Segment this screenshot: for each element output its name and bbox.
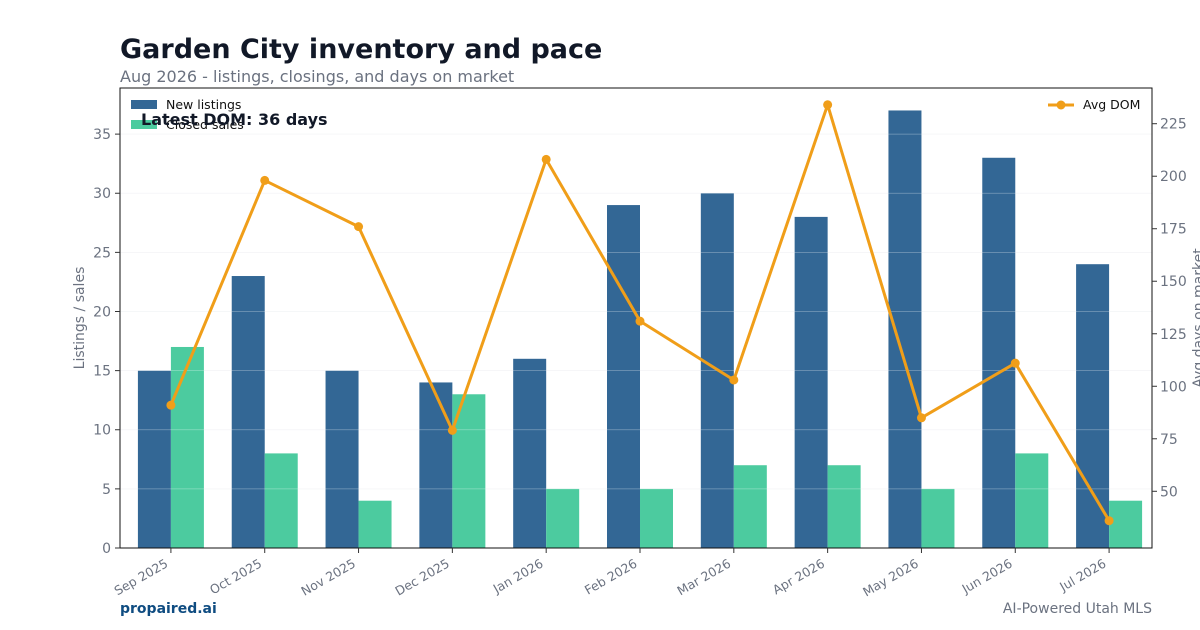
closed-sales-bar-nov-2025	[358, 500, 392, 548]
legend-label-new-listings: New listings	[166, 97, 241, 112]
legend-label-closed-sales: Closed sales	[166, 117, 244, 132]
closed-sales-bar-feb-2026	[640, 488, 673, 548]
y-axis-label: Listings / sales	[72, 267, 88, 370]
closed-sales-bar-jul-2026	[1109, 500, 1143, 548]
y-tick-label: 0	[102, 541, 111, 557]
chart-subtitle: Aug 2026 - listings, closings, and days …	[120, 67, 515, 86]
closed-sales-bar-sep-2025	[170, 346, 204, 548]
x-tick-label: Jan 2026	[490, 556, 546, 597]
new-listings-bar-jul-2026	[1076, 264, 1110, 548]
footer-tagline: AI-Powered Utah MLS	[1002, 601, 1152, 617]
y2-tick-label: 200	[1160, 169, 1187, 185]
legend-swatch-closed-sales	[131, 120, 157, 129]
avg-dom-point-jul-2026	[1104, 516, 1114, 526]
closed-sales-bar-apr-2026	[827, 465, 861, 548]
y2-axis-label: Avg days on market	[1191, 248, 1200, 388]
plot-frame	[119, 87, 1153, 549]
x-tick-label: Dec 2025	[392, 556, 451, 599]
latest-dom-annotation: Latest DOM: 36 days	[141, 110, 328, 129]
legend-swatch-new-listings	[131, 100, 157, 109]
avg-dom-point-nov-2025	[354, 222, 364, 232]
new-listings-bar-oct-2025	[231, 276, 265, 548]
new-listings-bar-nov-2025	[325, 370, 359, 548]
avg-dom-point-jun-2026	[1010, 358, 1020, 368]
legend-label-avg-dom: Avg DOM	[1083, 97, 1140, 112]
closed-sales-bar-oct-2025	[264, 453, 298, 548]
y2-tick-label: 100	[1160, 379, 1187, 395]
y-tick-label: 35	[93, 127, 111, 143]
avg-dom-point-may-2026	[916, 413, 926, 423]
x-tick-label: Oct 2025	[207, 556, 264, 598]
avg-dom-point-apr-2026	[823, 100, 833, 110]
legend-marker-avg-dom	[1056, 100, 1066, 110]
new-listings-bar-jun-2026	[982, 157, 1016, 549]
y-tick-label: 25	[93, 245, 111, 261]
y2-tick-label: 125	[1160, 327, 1187, 343]
y2-tick-label: 225	[1160, 117, 1187, 133]
new-listings-bar-dec-2025	[419, 382, 453, 548]
closed-sales-bar-dec-2025	[452, 394, 486, 548]
avg-dom-point-oct-2025	[260, 175, 270, 185]
x-tick-label: Jun 2026	[958, 556, 1014, 597]
x-tick-label: Feb 2026	[582, 556, 640, 598]
closed-sales-bar-may-2026	[921, 488, 955, 548]
y-tick-label: 15	[93, 364, 111, 380]
closed-sales-bar-jun-2026	[1015, 453, 1049, 548]
x-tick-label: Nov 2025	[298, 556, 358, 599]
closed-sales-bar-jan-2026	[546, 488, 580, 548]
avg-dom-point-feb-2026	[635, 316, 645, 326]
y2-tick-label: 150	[1160, 274, 1187, 290]
y2-tick-label: 50	[1160, 484, 1178, 500]
y2-tick-label: 75	[1160, 432, 1178, 448]
x-tick-label: Mar 2026	[674, 556, 733, 599]
x-tick-label: Jul 2026	[1056, 556, 1108, 595]
new-listings-bar-feb-2026	[607, 205, 640, 549]
avg-dom-point-jan-2026	[541, 154, 551, 164]
new-listings-bar-sep-2025	[137, 370, 171, 548]
avg-dom-point-dec-2025	[447, 425, 457, 435]
y2-tick-label: 175	[1160, 222, 1187, 238]
x-tick-label: Sep 2025	[112, 556, 171, 599]
avg-dom-point-sep-2025	[166, 400, 176, 410]
brand-logo-text[interactable]: propaired.ai	[120, 601, 217, 617]
new-listings-bar-jan-2026	[513, 358, 547, 548]
y-tick-label: 10	[93, 423, 111, 439]
closed-sales-bar-mar-2026	[733, 465, 767, 548]
y-tick-label: 30	[93, 186, 111, 202]
x-tick-label: Apr 2026	[770, 556, 827, 598]
new-listings-bar-apr-2026	[794, 216, 828, 549]
y-tick-label: 5	[102, 482, 111, 498]
x-tick-label: May 2026	[860, 556, 921, 600]
avg-dom-point-mar-2026	[729, 375, 739, 385]
y-tick-label: 20	[93, 304, 111, 320]
chart-title: Garden City inventory and pace	[120, 34, 603, 65]
